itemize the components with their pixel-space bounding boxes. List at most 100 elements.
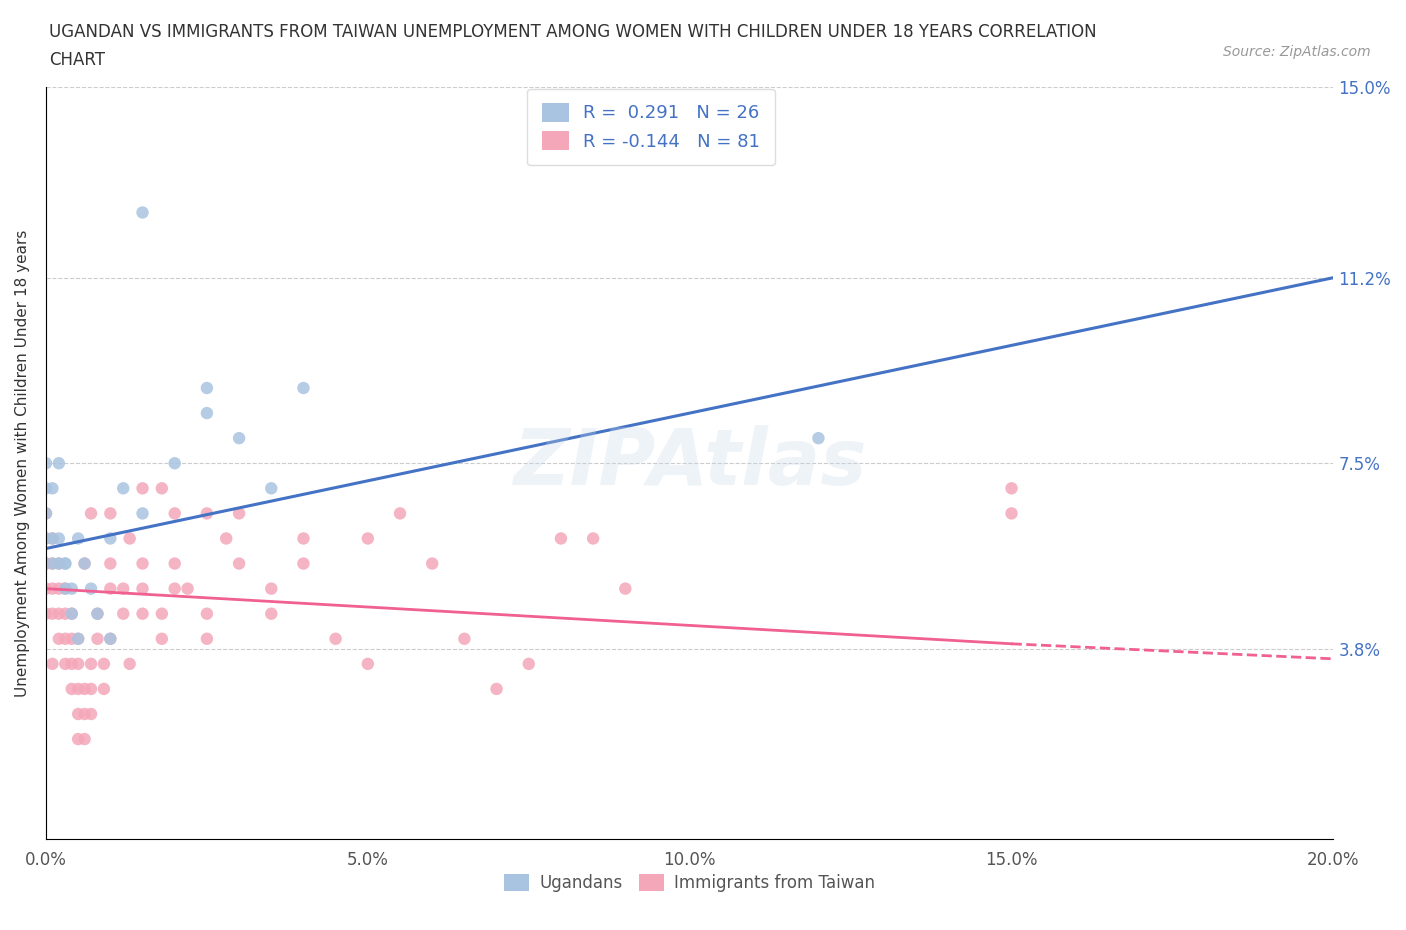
- Point: [60, 682, 83, 697]
- Point: [163, 556, 186, 571]
- Point: [80, 707, 103, 722]
- Point: [550, 531, 572, 546]
- Point: [35, 506, 58, 521]
- Point: [131, 506, 153, 521]
- Point: [35, 531, 58, 546]
- Point: [41, 606, 63, 621]
- Point: [48, 556, 70, 571]
- Point: [86, 606, 108, 621]
- Point: [80, 506, 103, 521]
- Point: [357, 657, 380, 671]
- Point: [131, 205, 153, 219]
- Point: [73, 682, 96, 697]
- Point: [41, 531, 63, 546]
- Point: [1000, 481, 1022, 496]
- Point: [67, 631, 90, 646]
- Point: [215, 531, 238, 546]
- Point: [98, 506, 121, 521]
- Point: [228, 556, 250, 571]
- Point: [118, 657, 141, 671]
- Point: [41, 556, 63, 571]
- Point: [53, 581, 76, 596]
- Point: [150, 481, 173, 496]
- Point: [86, 606, 108, 621]
- Point: [112, 481, 135, 496]
- Point: [48, 456, 70, 471]
- Point: [35, 531, 58, 546]
- Point: [48, 531, 70, 546]
- Point: [48, 631, 70, 646]
- Point: [98, 531, 121, 546]
- Point: [48, 606, 70, 621]
- Point: [1000, 506, 1022, 521]
- Point: [614, 581, 637, 596]
- Point: [48, 556, 70, 571]
- Point: [80, 657, 103, 671]
- Point: [60, 606, 83, 621]
- Point: [80, 682, 103, 697]
- Point: [131, 606, 153, 621]
- Point: [60, 631, 83, 646]
- Point: [98, 581, 121, 596]
- Point: [53, 631, 76, 646]
- Point: [260, 606, 283, 621]
- Point: [292, 531, 315, 546]
- Point: [420, 556, 443, 571]
- Point: [35, 606, 58, 621]
- Point: [60, 581, 83, 596]
- Point: [41, 556, 63, 571]
- Point: [53, 556, 76, 571]
- Point: [73, 556, 96, 571]
- Point: [35, 506, 58, 521]
- Point: [150, 606, 173, 621]
- Point: [357, 531, 380, 546]
- Point: [163, 456, 186, 471]
- Y-axis label: Unemployment Among Women with Children Under 18 years: Unemployment Among Women with Children U…: [15, 230, 30, 697]
- Point: [195, 631, 218, 646]
- Point: [67, 732, 90, 747]
- Point: [80, 581, 103, 596]
- Text: CHART: CHART: [49, 51, 105, 69]
- Point: [195, 506, 218, 521]
- Point: [35, 481, 58, 496]
- Point: [93, 657, 115, 671]
- Point: [35, 556, 58, 571]
- Point: [53, 556, 76, 571]
- Point: [325, 631, 347, 646]
- Point: [35, 556, 58, 571]
- Point: [73, 732, 96, 747]
- Point: [41, 481, 63, 496]
- Point: [163, 581, 186, 596]
- Point: [195, 380, 218, 395]
- Point: [73, 707, 96, 722]
- Point: [195, 606, 218, 621]
- Point: [41, 581, 63, 596]
- Point: [67, 531, 90, 546]
- Point: [453, 631, 475, 646]
- Point: [118, 531, 141, 546]
- Point: [53, 657, 76, 671]
- Point: [131, 581, 153, 596]
- Point: [292, 556, 315, 571]
- Point: [67, 657, 90, 671]
- Point: [60, 606, 83, 621]
- Point: [53, 581, 76, 596]
- Point: [292, 380, 315, 395]
- Point: [98, 631, 121, 646]
- Point: [112, 581, 135, 596]
- Point: [389, 506, 412, 521]
- Legend: R =  0.291   N = 26, R = -0.144   N = 81: R = 0.291 N = 26, R = -0.144 N = 81: [527, 88, 775, 166]
- Point: [35, 581, 58, 596]
- Point: [260, 481, 283, 496]
- Point: [176, 581, 198, 596]
- Point: [150, 631, 173, 646]
- Point: [582, 531, 605, 546]
- Point: [228, 506, 250, 521]
- Point: [60, 657, 83, 671]
- Point: [53, 606, 76, 621]
- Point: [41, 531, 63, 546]
- Point: [93, 682, 115, 697]
- Point: [260, 581, 283, 596]
- Text: Source: ZipAtlas.com: Source: ZipAtlas.com: [1223, 45, 1371, 59]
- Point: [485, 682, 508, 697]
